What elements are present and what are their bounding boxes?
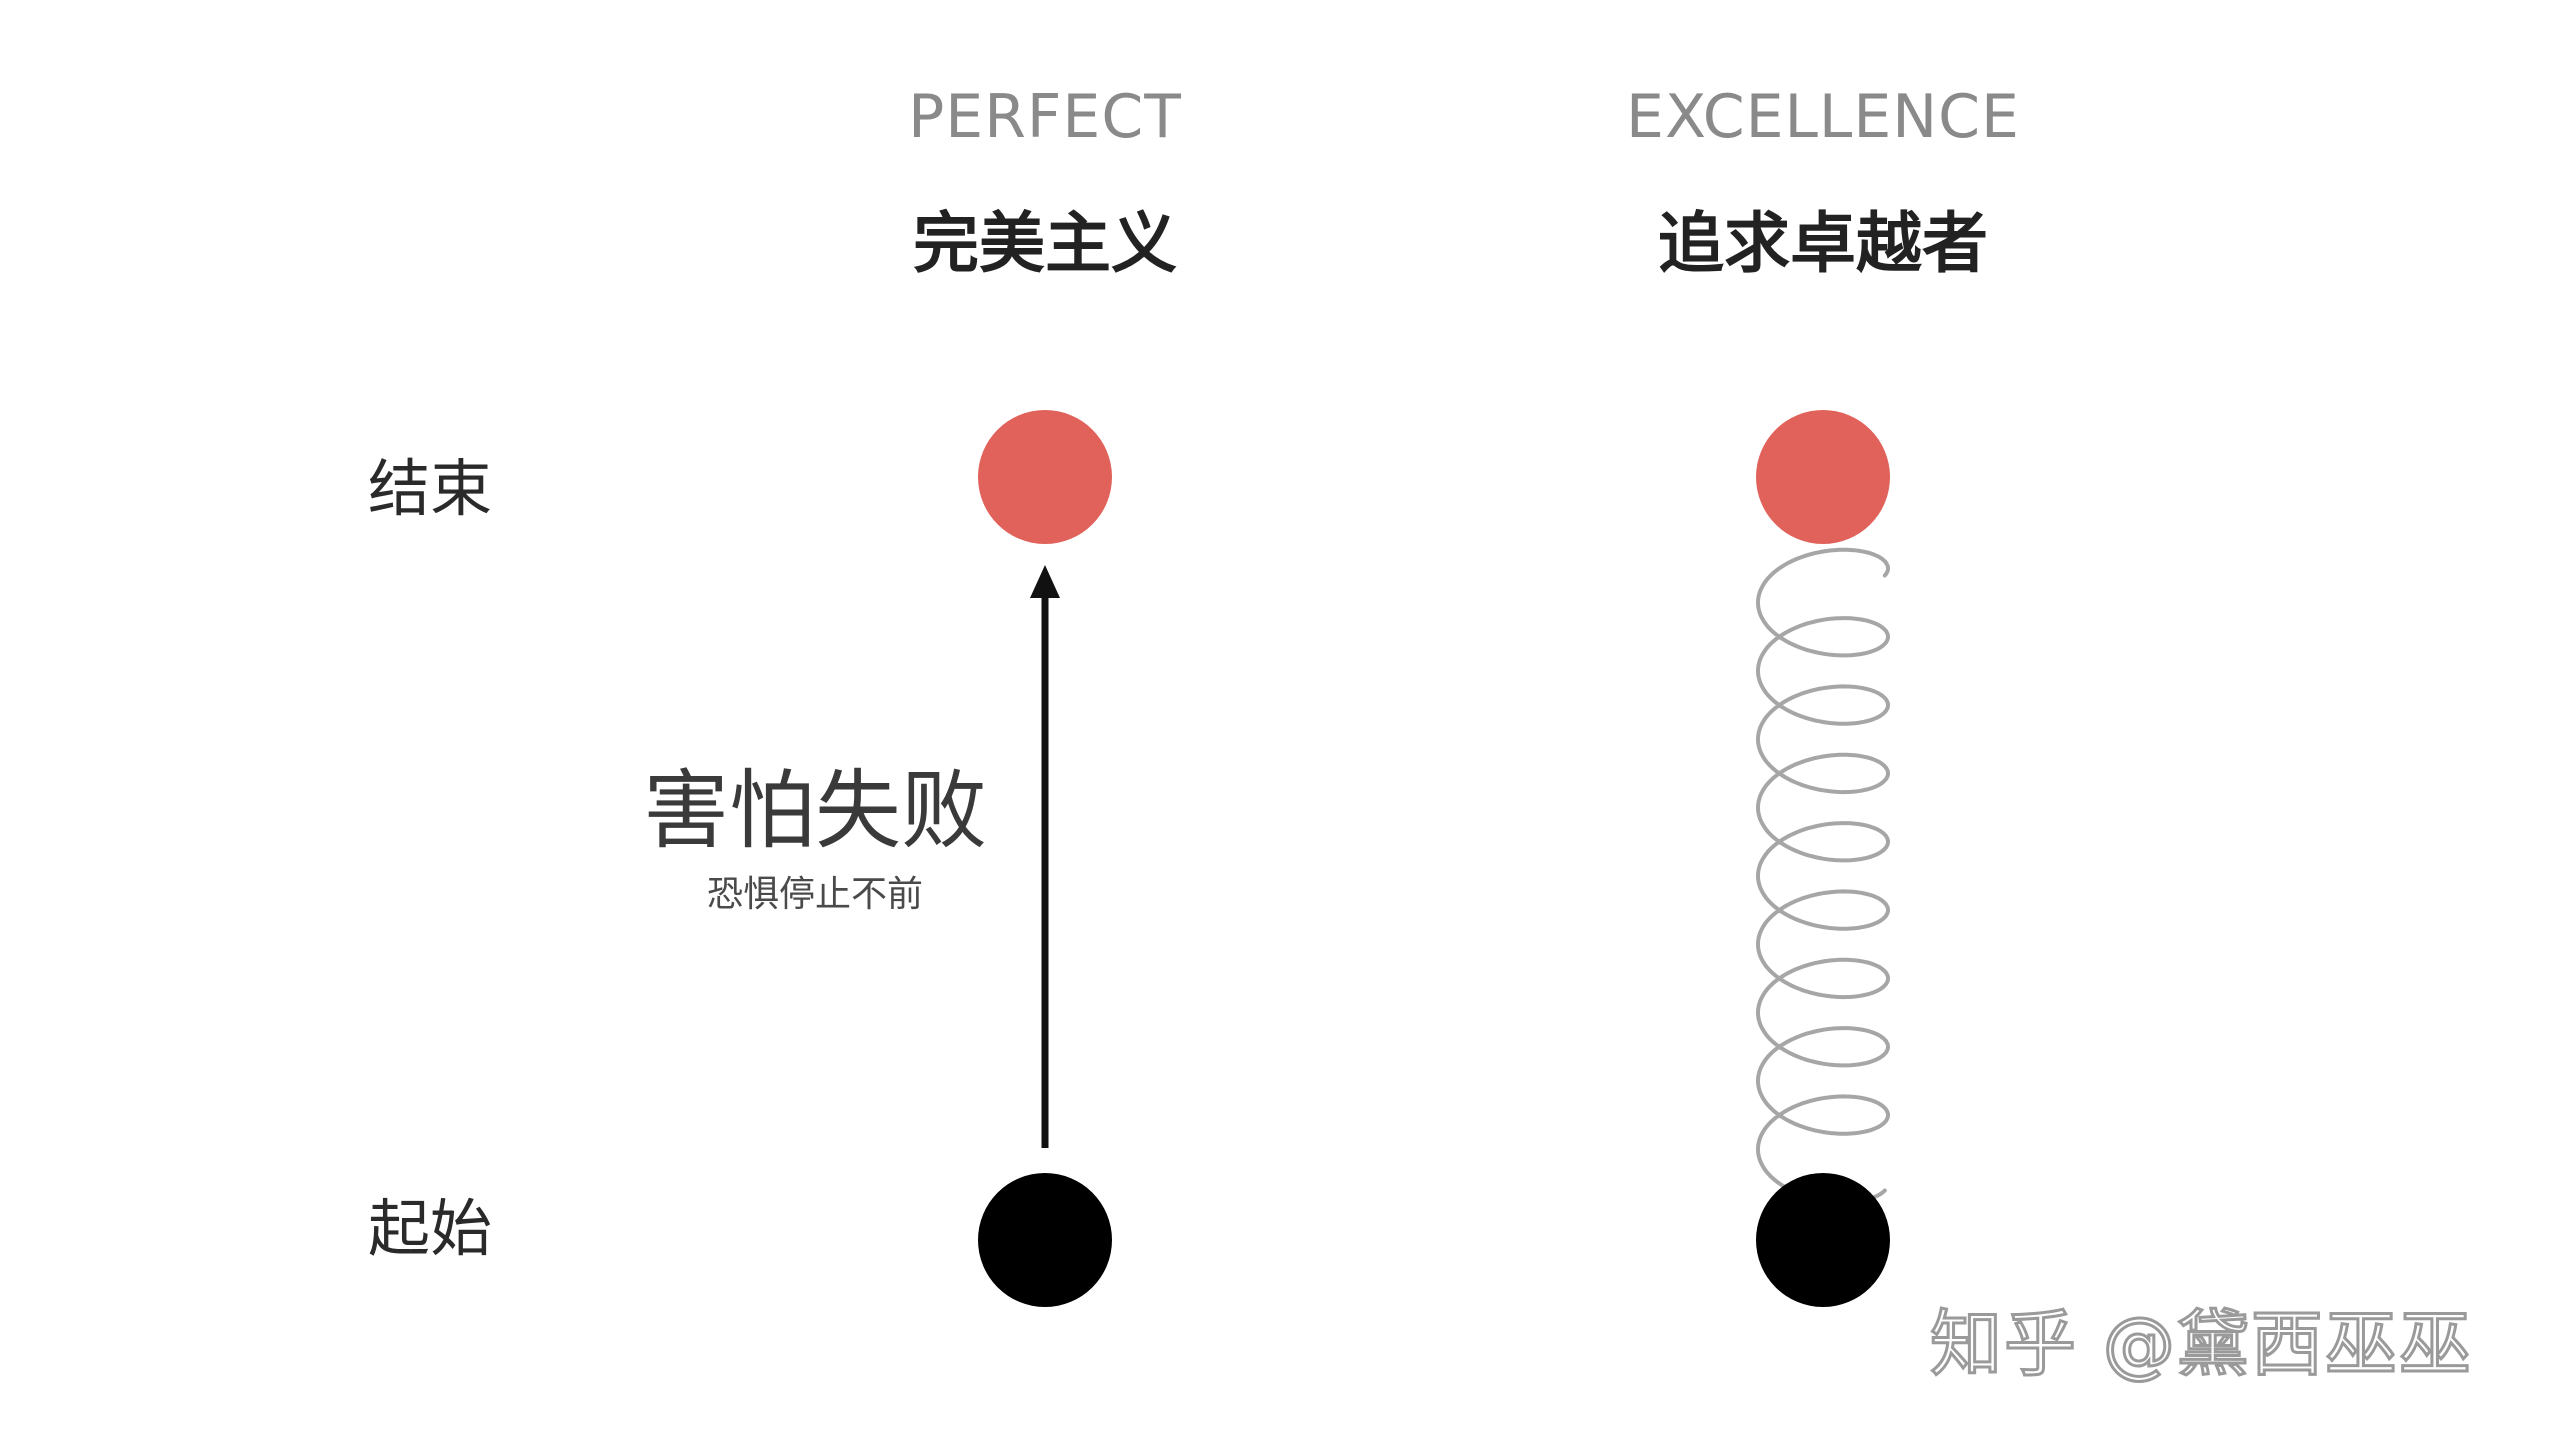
excellence-title-cn: 追求卓越者 xyxy=(1658,205,1988,282)
perfect-start-dot xyxy=(978,1173,1112,1307)
excellence-end-dot xyxy=(1756,410,1890,544)
row-label-end: 结束 xyxy=(367,452,492,525)
excellence-spiral-path xyxy=(1755,547,1891,1205)
perfect-end-dot xyxy=(978,410,1112,544)
perfect-title-en: PERFECT xyxy=(908,82,1182,152)
fear-of-failure-sublabel: 恐惧停止不前 xyxy=(706,874,923,915)
fear-of-failure-label: 害怕失败 xyxy=(643,761,987,861)
excellence-title-en: EXCELLENCE xyxy=(1626,82,2020,152)
watermark: 知乎 @黛西巫巫 xyxy=(1929,1301,2473,1388)
excellence-start-dot xyxy=(1756,1173,1890,1307)
perfect-title-cn: 完美主义 xyxy=(913,205,1177,282)
row-label-start: 起始 xyxy=(367,1192,492,1265)
perfect-arrowhead xyxy=(1030,565,1060,598)
